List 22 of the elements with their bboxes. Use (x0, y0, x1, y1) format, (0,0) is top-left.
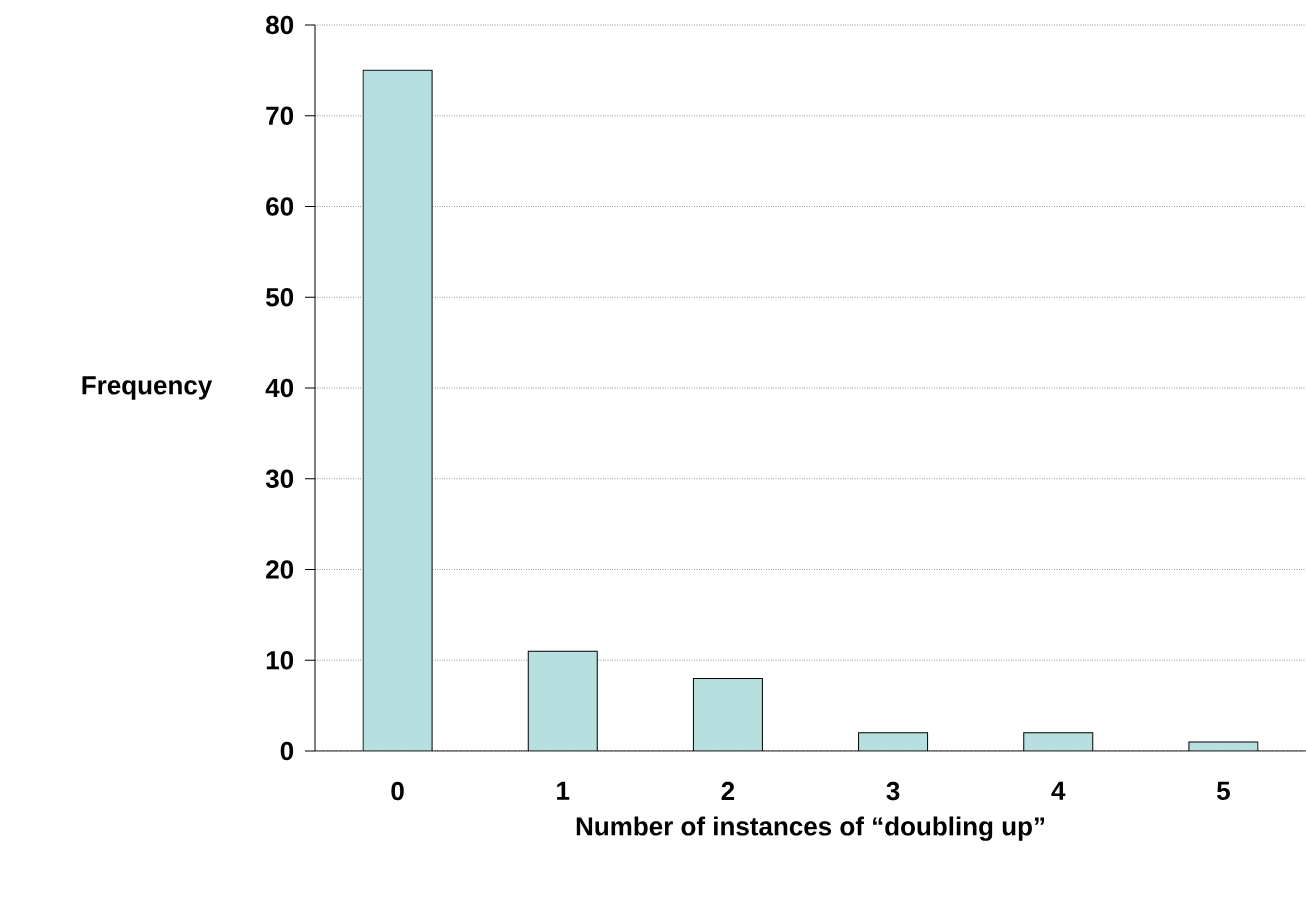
y-tick-label: 80 (266, 15, 294, 35)
y-tick-label: 10 (266, 651, 294, 670)
x-tick-label: 2 (721, 781, 735, 801)
bar (363, 70, 433, 751)
bar (1023, 732, 1093, 751)
y-tick-label: 60 (266, 197, 294, 216)
x-tick-label: 1 (557, 781, 570, 800)
x-axis-title: Number of instances of “doubling up” (576, 816, 1045, 841)
x-tick-label: 3 (886, 781, 900, 801)
x-tick-label: 0 (391, 781, 404, 801)
y-tick-label: 20 (266, 560, 294, 579)
y-tick-label: 0 (280, 741, 294, 761)
y-tick-label: 40 (265, 378, 294, 398)
x-tick-label: 5 (1216, 781, 1230, 800)
bar (693, 678, 763, 751)
y-tick-label: 30 (265, 469, 294, 488)
y-tick-label: 50 (266, 288, 294, 307)
y-tick-label: 70 (266, 106, 294, 125)
x-tick-label: 4 (1051, 781, 1066, 800)
bar (858, 732, 928, 751)
y-axis-title: Frequency (82, 376, 213, 400)
bar (528, 651, 598, 751)
